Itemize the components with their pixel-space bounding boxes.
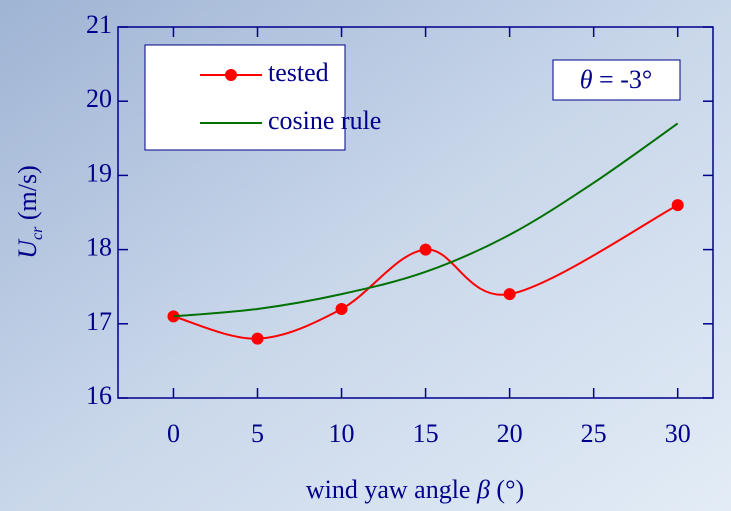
y-tick-label: 18: [86, 233, 112, 262]
y-tick-label: 20: [86, 84, 112, 113]
legend-label: tested: [268, 58, 329, 87]
x-tick-label: 25: [581, 419, 607, 448]
y-tick-label: 17: [86, 307, 112, 336]
data-point: [420, 244, 432, 256]
legend-marker: [225, 69, 237, 81]
y-tick-label: 19: [86, 158, 112, 187]
x-tick-label: 10: [329, 419, 355, 448]
data-point: [672, 199, 684, 211]
data-point: [504, 288, 516, 300]
y-tick-label: 21: [86, 10, 112, 39]
data-point: [336, 303, 348, 315]
chart: wind yaw angle β (°) Ucr (m/s) θ = -3° 0…: [0, 0, 731, 511]
legend-label: cosine rule: [268, 106, 381, 135]
x-tick-label: 0: [167, 419, 180, 448]
y-axis-label: Ucr (m/s): [13, 165, 46, 259]
x-tick-label: 20: [497, 419, 523, 448]
x-tick-label: 15: [413, 419, 439, 448]
x-axis-label: wind yaw angle β (°): [306, 475, 524, 504]
x-tick-label: 5: [251, 419, 264, 448]
y-tick-label: 16: [86, 381, 112, 410]
annotation: θ = -3°: [580, 65, 653, 94]
data-point: [252, 333, 264, 345]
x-tick-label: 30: [665, 419, 691, 448]
